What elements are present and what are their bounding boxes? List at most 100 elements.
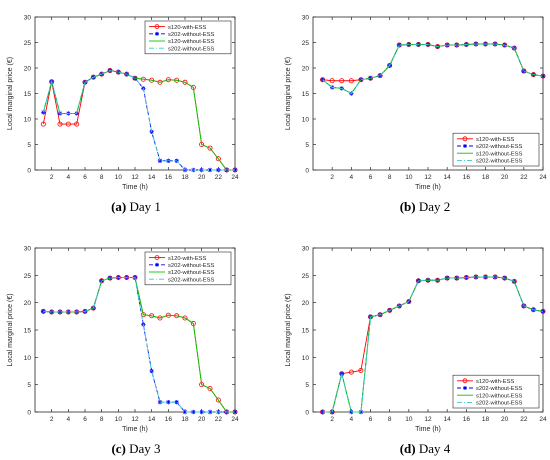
- figure-caption: (a) Day 1: [111, 199, 161, 214]
- x-tick-label: 22: [215, 174, 223, 181]
- figure-caption: (d) Day 4: [400, 441, 451, 456]
- y-tick-label: 20: [302, 300, 310, 307]
- caption-text: Day 1: [126, 199, 161, 214]
- y-tick-label: 25: [302, 40, 310, 47]
- data-point-circle: [40, 121, 46, 127]
- y-tick-label: 10: [24, 355, 32, 362]
- caption-label: (b): [400, 199, 416, 214]
- data-point-circle: [348, 369, 354, 375]
- y-axis-label: Local marginal price (€): [7, 57, 14, 130]
- data-point-star: [540, 309, 546, 314]
- legend-label: s202-without-ESS: [476, 159, 523, 165]
- legend-label: s120-with-ESS: [476, 379, 514, 385]
- y-tick-label: 10: [302, 355, 310, 362]
- x-tick-label: 18: [181, 416, 189, 423]
- legend: s120-with-ESS s202-without-ESS s120-withou…: [452, 374, 540, 409]
- x-tick-label: 4: [350, 416, 354, 423]
- caption-text: Day 3: [126, 441, 161, 456]
- legend-label: s202-without-ESS: [168, 46, 215, 52]
- x-tick-label: 4: [67, 174, 71, 181]
- data-point-star: [199, 409, 204, 415]
- x-tick-label: 16: [463, 174, 471, 181]
- series-line-4: [322, 43, 544, 95]
- x-tick-label: 10: [115, 416, 123, 423]
- data-point-circle: [348, 78, 354, 84]
- x-tick-label: 4: [67, 416, 71, 423]
- y-tick-label: 5: [305, 382, 309, 389]
- legend-marker-star: [155, 31, 159, 36]
- y-tick-label: 5: [27, 142, 31, 149]
- y-tick-label: 0: [305, 410, 309, 417]
- figure-caption: (c) Day 3: [111, 441, 160, 456]
- y-tick-label: 30: [302, 15, 310, 22]
- y-tick-label: 15: [302, 91, 310, 98]
- legend-label: s120-with-ESS: [476, 137, 514, 143]
- x-tick-label: 18: [181, 174, 189, 181]
- x-axis-label: Time (h): [415, 426, 441, 433]
- x-tick-label: 8: [388, 174, 392, 181]
- x-tick-label: 14: [148, 174, 156, 181]
- caption-text: Day 4: [416, 441, 451, 456]
- x-tick-label: 8: [100, 174, 104, 181]
- y-tick-label: 30: [302, 246, 310, 253]
- y-tick-label: 25: [302, 273, 310, 280]
- data-point-circle: [57, 121, 63, 127]
- legend-marker-circle: [154, 24, 160, 30]
- legend-label: s120-without-ESS: [168, 270, 215, 276]
- y-tick-label: 15: [24, 328, 32, 335]
- legend-label: s120-without-ESS: [476, 393, 523, 399]
- x-tick-label: 16: [463, 416, 471, 423]
- data-point-circle: [329, 78, 335, 84]
- legend-label: s120-with-ESS: [168, 25, 206, 31]
- x-tick-label: 22: [215, 416, 223, 423]
- data-point-circle: [74, 121, 80, 127]
- y-tick-label: 5: [305, 142, 309, 149]
- x-tick-label: 14: [444, 174, 452, 181]
- x-tick-label: 12: [131, 174, 139, 181]
- legend-marker-star: [463, 386, 467, 390]
- legend-label: s202-without-ESS: [168, 32, 215, 38]
- legend-label: s202-without-ESS: [168, 277, 215, 283]
- y-tick-label: 20: [24, 66, 32, 73]
- x-tick-label: 12: [424, 416, 432, 423]
- x-tick-label: 2: [50, 174, 54, 181]
- data-point-circle: [339, 78, 345, 84]
- x-tick-label: 20: [501, 174, 509, 181]
- y-tick-label: 10: [302, 117, 310, 124]
- legend-label: s120-with-ESS: [168, 256, 206, 262]
- x-tick-label: 6: [369, 174, 373, 181]
- x-tick-label: 4: [350, 174, 354, 181]
- y-tick-label: 5: [27, 382, 31, 389]
- legend-label: s202-without-ESS: [476, 144, 523, 150]
- data-point-circle: [157, 79, 163, 85]
- y-tick-label: 15: [302, 328, 310, 335]
- x-axis-label: Time (h): [122, 184, 148, 191]
- legend-marker-circle: [462, 378, 468, 384]
- legend-label: s120-without-ESS: [168, 39, 215, 45]
- x-tick-label: 6: [83, 174, 87, 181]
- data-point-star: [191, 409, 196, 415]
- y-tick-label: 30: [24, 246, 32, 253]
- caption-label: (c): [111, 441, 125, 456]
- data-point-circle: [207, 145, 213, 151]
- y-axis-label: Local marginal price (€): [7, 293, 14, 366]
- y-tick-label: 0: [27, 410, 31, 417]
- data-point-circle: [358, 367, 364, 373]
- legend-label: s202-without-ESS: [476, 401, 523, 407]
- series-line-4: [322, 276, 544, 413]
- legend: s120-with-ESS s202-without-ESSs120-withou…: [144, 251, 232, 286]
- y-tick-label: 30: [24, 15, 32, 22]
- data-point-circle: [65, 121, 71, 127]
- data-point-circle: [182, 315, 188, 321]
- x-tick-label: 10: [405, 174, 413, 181]
- y-tick-label: 10: [24, 117, 32, 124]
- x-axis-label: Time (h): [122, 426, 148, 433]
- y-tick-label: 25: [24, 273, 32, 280]
- x-tick-label: 14: [148, 416, 156, 423]
- x-tick-label: 8: [388, 416, 392, 423]
- caption-label: (a): [111, 199, 126, 214]
